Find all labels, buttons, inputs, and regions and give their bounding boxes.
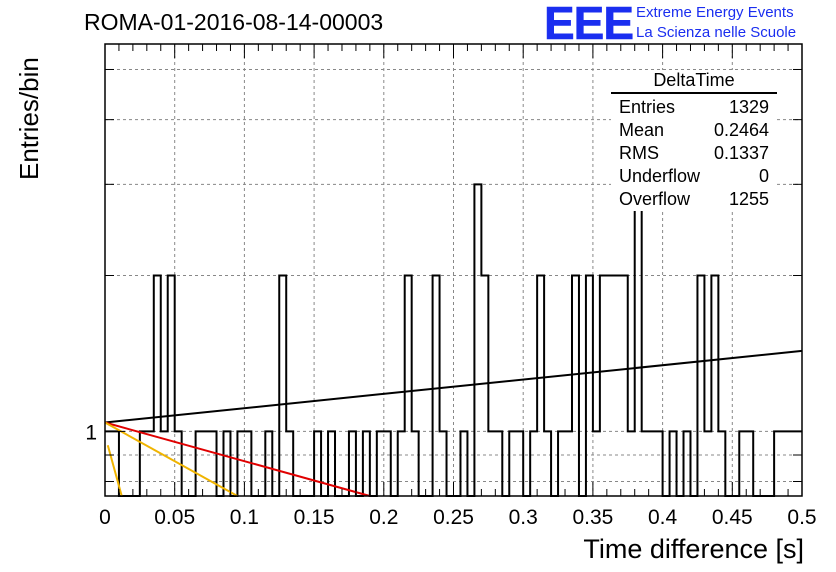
stats-value: 0.2464 xyxy=(713,120,769,140)
stats-label: Overflow xyxy=(619,189,691,209)
x-tick-label: 0.3 xyxy=(509,506,538,529)
fit-line xyxy=(106,444,123,497)
stats-value: 1255 xyxy=(728,189,769,209)
stats-label: RMS xyxy=(619,143,659,163)
x-tick-label: 0 xyxy=(99,506,111,529)
logo-line-2: La Scienza nelle Scuole xyxy=(636,24,797,41)
x-tick-label: 0.35 xyxy=(572,506,613,529)
eee-logo: EEE xyxy=(544,0,635,49)
x-tick-label: 0.25 xyxy=(433,506,474,529)
x-axis-label: Time difference [s] xyxy=(583,534,804,564)
stats-value: 0.1337 xyxy=(713,143,769,163)
stats-value: 0 xyxy=(758,166,769,186)
x-tick-label: 0.4 xyxy=(648,506,678,529)
stats-row-underflow: Underflow 0 xyxy=(611,165,777,188)
x-tick-label: 0.45 xyxy=(712,506,753,529)
logo-line-1: Extreme Energy Events xyxy=(636,4,794,21)
stats-row-rms: RMS 0.1337 xyxy=(611,142,777,165)
run-title: ROMA-01-2016-08-14-00003 xyxy=(84,9,384,35)
fit-line xyxy=(104,421,238,497)
stats-row-entries: Entries 1329 xyxy=(611,96,777,119)
stats-row-mean: Mean 0.2464 xyxy=(611,119,777,142)
stats-title: DeltaTime xyxy=(611,70,777,94)
y-axis-label: Entries/bin xyxy=(14,57,44,180)
stats-value: 1329 xyxy=(728,97,769,117)
stats-label: Underflow xyxy=(619,166,701,186)
fit-line xyxy=(104,421,371,497)
stats-row-overflow: Overflow 1255 xyxy=(611,188,777,211)
fit-line xyxy=(104,349,803,424)
x-tick-label: 0.05 xyxy=(154,506,195,529)
x-tick-label: 0.2 xyxy=(369,506,398,529)
y-tick-label: 1 xyxy=(85,421,97,444)
x-tick-label: 0.15 xyxy=(294,506,335,529)
stats-label: Entries xyxy=(619,97,676,117)
x-tick-label: 0.1 xyxy=(230,506,259,529)
x-tick-label: 0.5 xyxy=(787,506,816,529)
stats-label: Mean xyxy=(619,120,665,140)
stats-box: DeltaTime Entries 1329 Mean 0.2464 RMS 0… xyxy=(611,70,777,211)
